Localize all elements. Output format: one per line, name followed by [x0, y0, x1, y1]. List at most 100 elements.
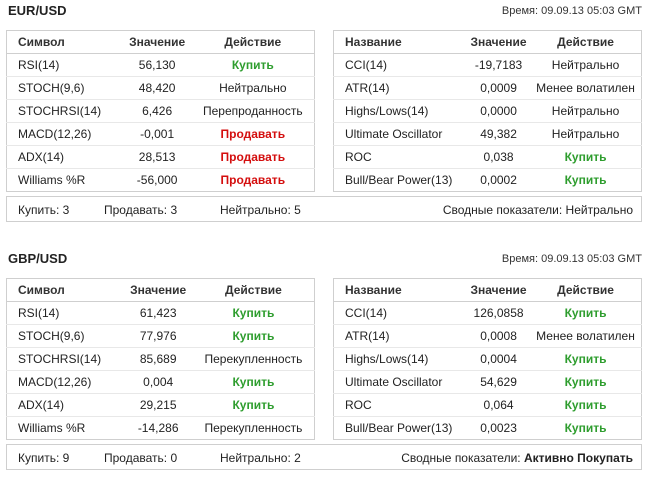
indicator-action: Продавать: [220, 173, 286, 187]
table-row: STOCHRSI(14) 85,689 Перекупленность: [6, 347, 315, 371]
indicator-action: Перепроданность: [191, 99, 315, 123]
indicator-name[interactable]: STOCH(9,6): [6, 324, 124, 348]
table-row: Ultimate Oscillator 49,382 Нейтрально: [333, 122, 642, 146]
table-row: Ultimate Oscillator 54,629 Купить: [333, 370, 642, 394]
indicator-name[interactable]: ADX(14): [6, 145, 123, 169]
update-time: Время: 09.09.13 05:03 GMT: [501, 5, 642, 17]
indicator-name[interactable]: ROC: [333, 393, 468, 417]
indicator-value: 54,629: [467, 370, 531, 394]
indicator-action: Продавать: [191, 122, 315, 146]
table-row: ROC 0,064 Купить: [333, 393, 642, 417]
table-header-row: Символ Значение Действие: [6, 278, 315, 302]
indicator-name[interactable]: Bull/Bear Power(13): [345, 173, 453, 187]
indicator-value: -19,7183: [467, 53, 531, 77]
summary-bar: Купить: 9 Продавать: 0 Нейтрально: 2 Сводны…: [6, 444, 642, 470]
indicator-action: Менее волатилен: [530, 76, 642, 100]
table-row: STOCHRSI(14) 6,426 Перепроданность: [6, 99, 315, 123]
table-row: ADX(14) 29,215 Купить: [6, 393, 315, 417]
left-indicators-table: Символ Значение Действие RSI(14) 61,423 Купит…: [6, 278, 315, 440]
table-row: CCI(14) -19,7183 Нейтрально: [333, 53, 642, 77]
table-row: Williams %R -56,000 Продавать: [7, 169, 315, 192]
table-header-row: Символ Значение Действие: [6, 30, 315, 54]
indicator-name[interactable]: Williams %R: [18, 173, 86, 187]
indicator-name[interactable]: Highs/Lows(14): [333, 99, 468, 123]
indicator-name[interactable]: STOCH(9,6): [6, 76, 123, 100]
table-header-row: Название Значение Действие: [333, 278, 642, 302]
column-header: Символ: [6, 30, 123, 54]
indicator-name[interactable]: Williams %R: [18, 421, 86, 435]
indicator-name[interactable]: CCI(14): [333, 301, 468, 325]
indicator-name[interactable]: MACD(12,26): [6, 122, 123, 146]
column-header: Значение: [467, 30, 531, 54]
table-row: STOCH(9,6) 48,420 Нейтрально: [6, 76, 315, 100]
indicator-value: 0,0000: [467, 99, 531, 123]
indicator-action: Купить: [192, 370, 315, 394]
indicator-action: Купить: [191, 53, 315, 77]
indicator-name[interactable]: STOCHRSI(14): [6, 347, 124, 371]
summary-neutral-count: Нейтрально: 5: [220, 203, 301, 217]
column-header: Действие: [192, 278, 315, 302]
indicator-action: Купить: [564, 173, 607, 187]
indicator-action: Перекупленность: [192, 347, 315, 371]
indicator-action: Купить: [192, 301, 315, 325]
left-indicators-table: Символ Значение Действие RSI(14) 56,130 Купит…: [6, 30, 315, 192]
summary-overall: Сводные показатели: Активно Покупать: [401, 451, 633, 465]
summary-neutral-count: Нейтрально: 2: [220, 451, 301, 465]
table-row: MACD(12,26) 0,004 Купить: [6, 370, 315, 394]
indicator-action: Купить: [192, 324, 315, 348]
column-header: Действие: [530, 30, 642, 54]
summary-overall-label: Сводные показатели:: [442, 203, 566, 217]
indicator-action: Купить: [564, 421, 607, 435]
indicator-value: 0,064: [467, 393, 531, 417]
indicator-action: Нейтрально: [530, 53, 642, 77]
indicator-action: Купить: [192, 393, 315, 417]
column-header: Действие: [191, 30, 315, 54]
indicator-name[interactable]: RSI(14): [6, 53, 123, 77]
indicator-name[interactable]: ADX(14): [6, 393, 124, 417]
table-row: STOCH(9,6) 77,976 Купить: [6, 324, 315, 348]
indicator-name[interactable]: CCI(14): [333, 53, 468, 77]
currency-pair-title[interactable]: EUR/USD: [8, 3, 67, 18]
indicator-name[interactable]: ROC: [333, 145, 468, 169]
column-header: Значение: [122, 30, 192, 54]
summary-buy-count: Купить: 9: [18, 451, 70, 465]
indicator-name[interactable]: Ultimate Oscillator: [333, 122, 468, 146]
indicator-name[interactable]: Bull/Bear Power(13): [345, 421, 453, 435]
table-row: Bull/Bear Power(13) 0,0023 Купить: [334, 417, 642, 440]
table-row: Highs/Lows(14) 0,0000 Нейтрально: [333, 99, 642, 123]
indicator-value: 77,976: [123, 324, 193, 348]
summary-sell-count: Продавать: 3: [104, 203, 178, 217]
indicator-action: Нейтрально: [530, 122, 642, 146]
indicator-value: 48,420: [122, 76, 192, 100]
table-row: CCI(14) 126,0858 Купить: [333, 301, 642, 325]
indicator-action: Купить: [530, 145, 642, 169]
indicator-value: 0,0004: [467, 347, 531, 371]
indicator-value: 0,038: [467, 145, 531, 169]
summary-overall-label: Сводные показатели:: [401, 451, 524, 465]
indicator-name[interactable]: STOCHRSI(14): [6, 99, 123, 123]
indicator-name[interactable]: RSI(14): [6, 301, 124, 325]
indicator-value: -0,001: [122, 122, 192, 146]
summary-sell-count: Продавать: 0: [104, 451, 178, 465]
indicator-name[interactable]: Highs/Lows(14): [333, 347, 468, 371]
indicator-value: 49,382: [467, 122, 531, 146]
indicator-action: Перекупленность: [204, 421, 303, 435]
indicator-value: 29,215: [123, 393, 193, 417]
indicator-name[interactable]: ATR(14): [333, 76, 468, 100]
update-time: Время: 09.09.13 05:03 GMT: [501, 253, 642, 265]
indicator-name[interactable]: ATR(14): [333, 324, 468, 348]
column-header: Значение: [123, 278, 193, 302]
table-row: ADX(14) 28,513 Продавать: [6, 145, 315, 169]
table-row: ATR(14) 0,0009 Менее волатилен: [333, 76, 642, 100]
indicator-value: 0,0009: [467, 76, 531, 100]
right-indicators-table: Название Значение Действие CCI(14) -19,7183 Н…: [333, 30, 642, 192]
indicator-value: 85,689: [123, 347, 193, 371]
table-row: RSI(14) 56,130 Купить: [6, 53, 315, 77]
currency-pair-title[interactable]: GBP/USD: [8, 251, 68, 266]
indicator-name[interactable]: Ultimate Oscillator: [333, 370, 468, 394]
indicator-name[interactable]: MACD(12,26): [6, 370, 124, 394]
indicator-value: 0,0008: [467, 324, 531, 348]
indicator-action: Купить: [530, 370, 642, 394]
table-row: Williams %R -14,286 Перекупленность: [7, 417, 315, 440]
indicator-value: 61,423: [123, 301, 193, 325]
